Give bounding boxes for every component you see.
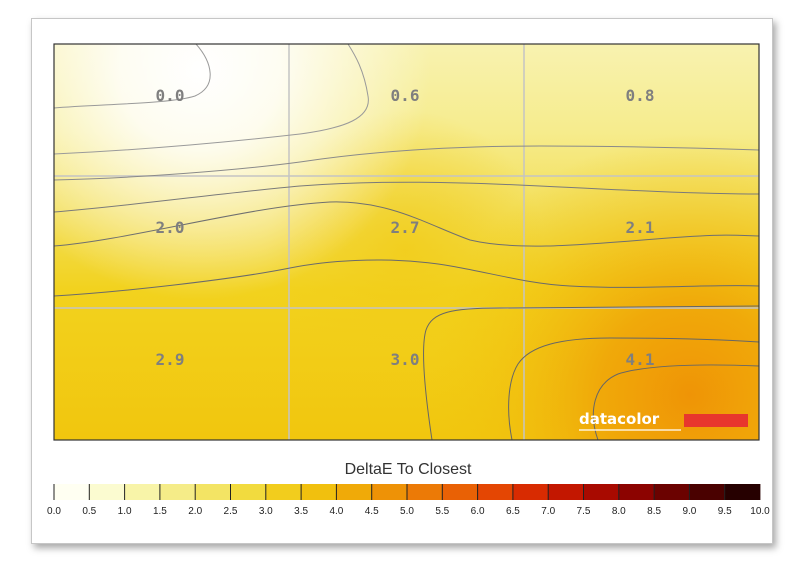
contour-line (592, 364, 759, 440)
colorbar-segment (195, 484, 231, 500)
colorbar-segment (124, 484, 161, 500)
colorbar-segment (301, 484, 337, 500)
colorbar-tick-label: 9.5 (718, 506, 732, 517)
colorbar-segment (371, 484, 408, 500)
colorbar-tick-label: 3.5 (294, 506, 308, 517)
colorbar-segment (724, 484, 761, 500)
cell-label: 2.1 (626, 218, 655, 237)
colorbar-tick-label: 7.5 (577, 506, 591, 517)
colorbar-segment (54, 484, 90, 500)
colorbar-segment (689, 484, 726, 500)
colorbar-tick-label: 5.5 (435, 506, 449, 517)
colorbar-tick-label: 4.0 (329, 506, 343, 517)
colorbar-segment (230, 484, 267, 500)
colorbar-segment (407, 484, 443, 500)
colorbar-segment (442, 484, 478, 500)
legend-title: DeltaE To Closest (345, 461, 472, 478)
cell-label: 0.6 (391, 86, 420, 105)
colorbar-segment (265, 484, 302, 500)
colorbar-tick-label: 2.5 (224, 506, 238, 517)
colorbar-segment (159, 484, 196, 500)
colorbar-tick-label: 8.0 (612, 506, 626, 517)
contour-line (54, 259, 759, 297)
cell-label: 2.9 (156, 350, 185, 369)
contour-line (54, 44, 369, 155)
colorbar-segment (477, 484, 514, 500)
colorbar-tick-label: 5.0 (400, 506, 414, 517)
colorbar-segment (89, 484, 125, 500)
colorbar-tick-label: 3.0 (259, 506, 273, 517)
logo-red-bar (684, 414, 748, 427)
colorbar-segment (583, 484, 620, 500)
colorbar-tick-label: 8.5 (647, 506, 661, 517)
cell-label: 0.0 (156, 86, 185, 105)
contour-line (54, 145, 759, 181)
colorbar-tick-label: 2.0 (188, 506, 202, 517)
colorbar-tick-label: 0.0 (47, 506, 61, 517)
cell-label: 0.8 (626, 86, 655, 105)
colorbar-segment (336, 484, 373, 500)
contour-line (54, 201, 759, 247)
plot-border (53, 43, 760, 441)
colorbar-tick-label: 10.0 (750, 506, 770, 517)
colorbar-tick-label: 4.5 (365, 506, 379, 517)
heatmap-white-tint (54, 44, 759, 440)
datacolor-logo-text: datacolor (579, 410, 660, 428)
colorbar-tick-label: 6.5 (506, 506, 520, 517)
datacolor-logo: datacolor (579, 410, 748, 431)
contour-line (508, 337, 759, 440)
colorbar-segment (618, 484, 655, 500)
contour-lines (54, 44, 759, 440)
colorbar-segment (654, 484, 690, 500)
colorbar-tick-label: 1.0 (118, 506, 132, 517)
contour-line (54, 44, 211, 109)
colorbar-segment (512, 484, 549, 500)
contour-line (423, 305, 759, 440)
colorbar-segment (548, 484, 584, 500)
colorbar: 0.0 0.5 1.0 1.5 2.0 2.5 3.0 3.5 4.0 4.5 5.0 5.5 6.0 6… (47, 484, 770, 517)
colorbar-tick-label: 6.0 (471, 506, 485, 517)
cell-label: 2.0 (156, 218, 185, 237)
cell-label: 3.0 (391, 350, 420, 369)
cell-label: 4.1 (626, 350, 655, 369)
colorbar-tick-label: 9.0 (682, 506, 696, 517)
contour-line (54, 181, 759, 213)
colorbar-tick-label: 1.5 (153, 506, 167, 517)
colorbar-tick-label: 7.0 (541, 506, 555, 517)
colorbar-tick-label: 0.5 (82, 506, 96, 517)
cell-label: 2.7 (391, 218, 420, 237)
